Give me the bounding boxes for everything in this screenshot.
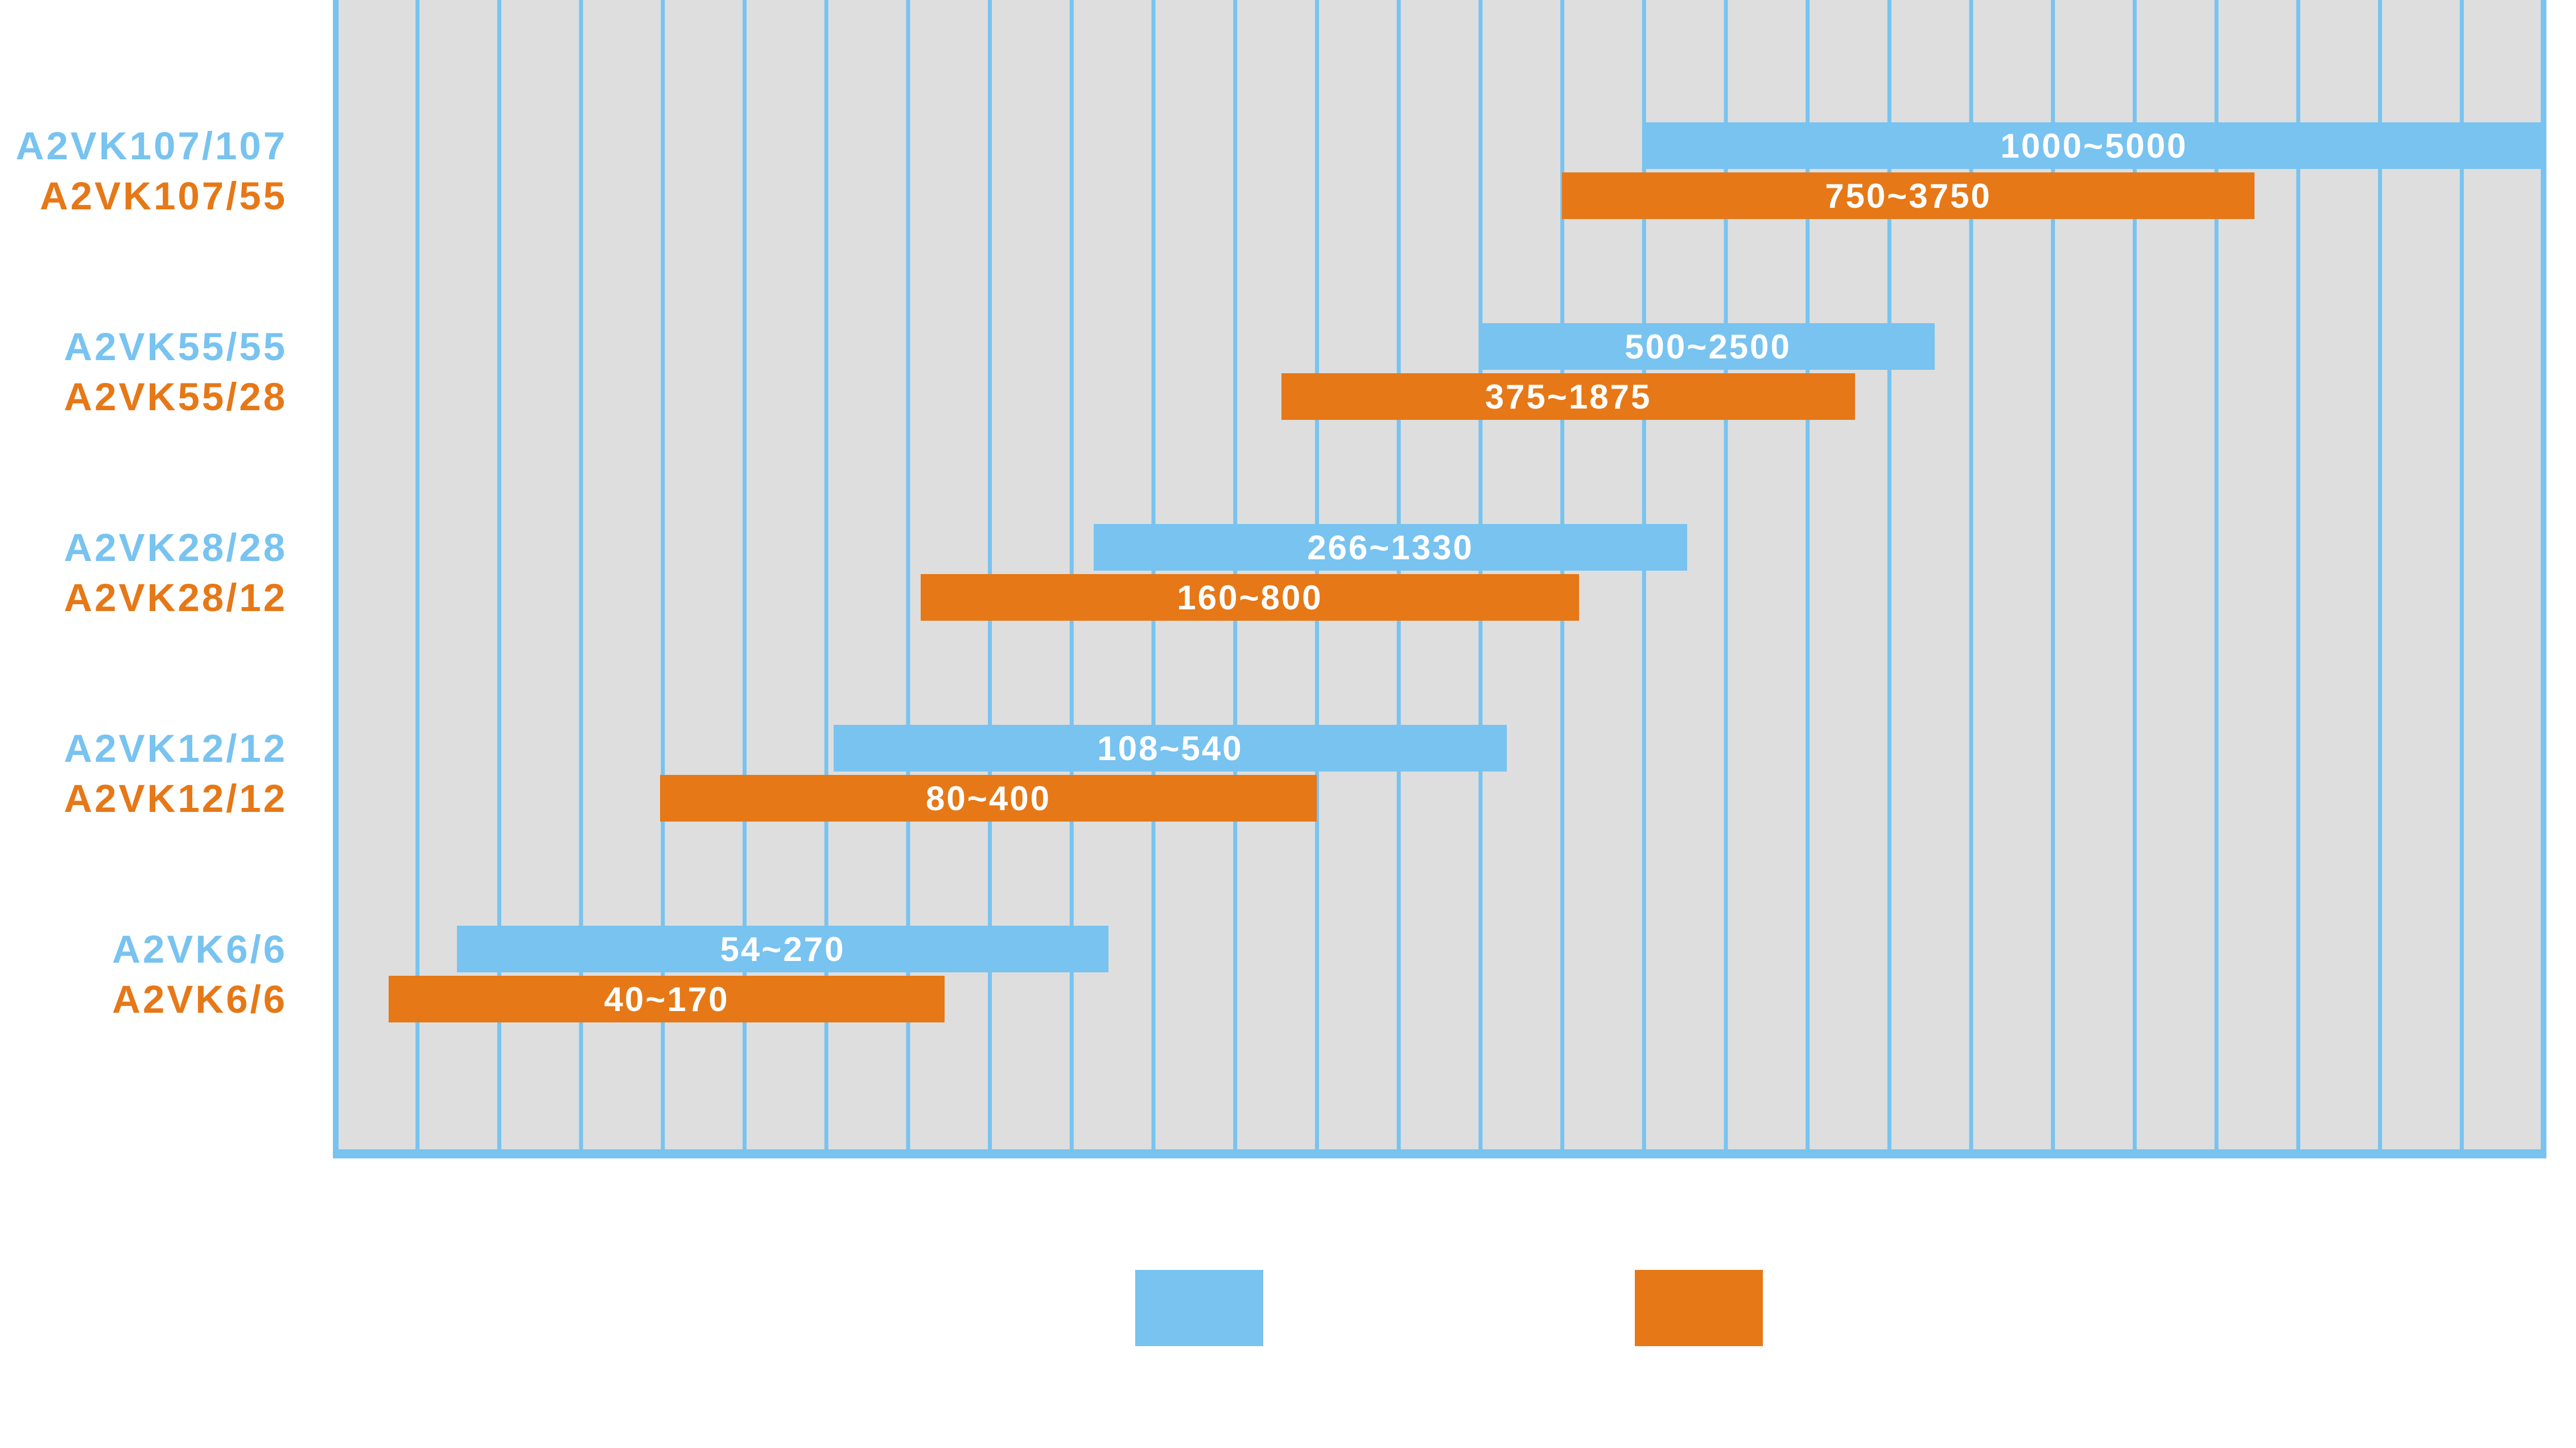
range-bar <box>1644 122 2544 169</box>
bar-value-label: 266~1330 <box>1307 529 1474 567</box>
category-label: A2VK55/55 <box>64 325 287 369</box>
category-label: A2VK107/55 <box>40 174 287 218</box>
bar-value-label: 375~1875 <box>1485 378 1652 416</box>
category-label: A2VK28/12 <box>64 576 287 620</box>
legend <box>1135 1270 1763 1346</box>
category-label: A2VK55/28 <box>64 375 287 419</box>
legend-swatch <box>1135 1270 1263 1346</box>
category-label: A2VK28/28 <box>64 526 287 570</box>
bar-value-label: 160~800 <box>1177 579 1322 617</box>
category-label: A2VK12/12 <box>64 777 287 820</box>
range-bar <box>1094 524 1687 571</box>
range-bar <box>457 926 1108 972</box>
range-bar <box>1481 323 1935 370</box>
bar-value-label: 750~3750 <box>1825 177 1992 215</box>
bar-value-label: 40~170 <box>604 980 729 1018</box>
range-bar <box>1562 172 2254 219</box>
category-label: A2VK6/6 <box>112 977 287 1021</box>
legend-swatch <box>1635 1270 1763 1346</box>
range-bar <box>1281 373 1855 420</box>
bar-value-label: 108~540 <box>1097 729 1243 768</box>
bar-value-label: 500~2500 <box>1625 328 1791 366</box>
range-bar <box>921 574 1579 621</box>
range-bar <box>834 725 1507 772</box>
category-label: A2VK6/6 <box>112 927 287 971</box>
bar-value-label: 80~400 <box>926 779 1051 818</box>
bar-value-label: 54~270 <box>720 930 846 968</box>
category-label: A2VK107/107 <box>16 124 287 168</box>
category-labels: A2VK107/107 A2VK107/55 A2VK55/55 A2VK55/28 A… <box>16 124 287 1021</box>
bar-value-label: 1000~5000 <box>2001 127 2188 165</box>
range-bar <box>660 775 1317 822</box>
category-label: A2VK12/12 <box>64 727 287 770</box>
range-bar <box>389 976 945 1022</box>
